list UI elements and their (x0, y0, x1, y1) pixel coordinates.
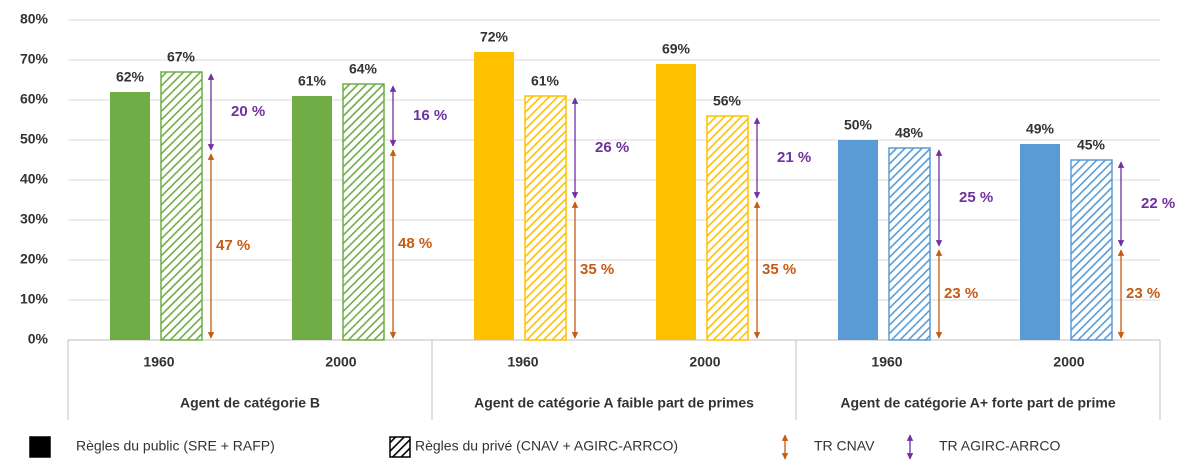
x-tick-label: 1960 (143, 354, 174, 370)
bar (838, 140, 878, 340)
y-tick-label: 70% (20, 51, 49, 67)
y-tick-label: 80% (20, 11, 49, 27)
y-tick-label: 30% (20, 211, 49, 227)
data-label: 72% (480, 29, 509, 45)
legend-label: TR CNAV (814, 438, 875, 454)
data-label: 62% (116, 69, 145, 85)
x-tick-label: 2000 (325, 354, 356, 370)
y-tick-label: 60% (20, 91, 49, 107)
bar (888, 147, 931, 341)
bar (292, 96, 332, 340)
legend-label: Règles du privé (CNAV + AGIRC-ARRCO) (415, 438, 678, 454)
group-label: Agent de catégorie A+ forte part de prim… (840, 395, 1115, 411)
data-label: 61% (298, 73, 327, 89)
x-tick-label: 2000 (689, 354, 720, 370)
group-label: Agent de catégorie B (180, 395, 320, 411)
bar (342, 83, 385, 341)
legend-swatch (389, 436, 411, 458)
y-tick-label: 0% (28, 331, 49, 347)
data-label: 67% (167, 49, 196, 65)
arrow-label: 21 % (777, 149, 811, 166)
data-label: 48% (895, 125, 924, 141)
arrow-label: 16 % (413, 107, 447, 124)
data-label: 64% (349, 61, 378, 77)
bar (474, 52, 514, 340)
group-label: Agent de catégorie A faible part de prim… (474, 395, 754, 411)
bar (110, 92, 150, 340)
y-tick-label: 50% (20, 131, 49, 147)
data-label: 61% (531, 73, 560, 89)
y-tick-label: 40% (20, 171, 49, 187)
bar (524, 95, 567, 341)
arrow-label: 35 % (762, 261, 796, 278)
arrow-label: 26 % (595, 139, 629, 156)
arrow-label: 22 % (1141, 195, 1175, 212)
y-tick-label: 10% (20, 291, 49, 307)
legend-label: Règles du public (SRE + RAFP) (76, 438, 275, 454)
data-label: 49% (1026, 121, 1055, 137)
data-label: 69% (662, 41, 691, 57)
x-tick-label: 2000 (1053, 354, 1084, 370)
bar (706, 115, 749, 341)
arrow-label: 23 % (1126, 285, 1160, 302)
x-tick-label: 1960 (871, 354, 902, 370)
arrow-label: 23 % (944, 285, 978, 302)
legend-swatch (29, 436, 51, 458)
bar (1020, 144, 1060, 340)
data-label: 50% (844, 117, 873, 133)
arrow-label: 35 % (580, 261, 614, 278)
arrow-label: 20 % (231, 103, 265, 120)
y-tick-label: 20% (20, 251, 49, 267)
arrow-label: 47 % (216, 237, 250, 254)
bar (656, 64, 696, 340)
data-label: 56% (713, 93, 742, 109)
arrow-label: 25 % (959, 189, 993, 206)
x-tick-label: 1960 (507, 354, 538, 370)
bar (1070, 159, 1113, 341)
data-label: 45% (1077, 137, 1106, 153)
bar (160, 71, 203, 341)
legend-label: TR AGIRC-ARRCO (939, 438, 1060, 454)
arrow-label: 48 % (398, 235, 432, 252)
